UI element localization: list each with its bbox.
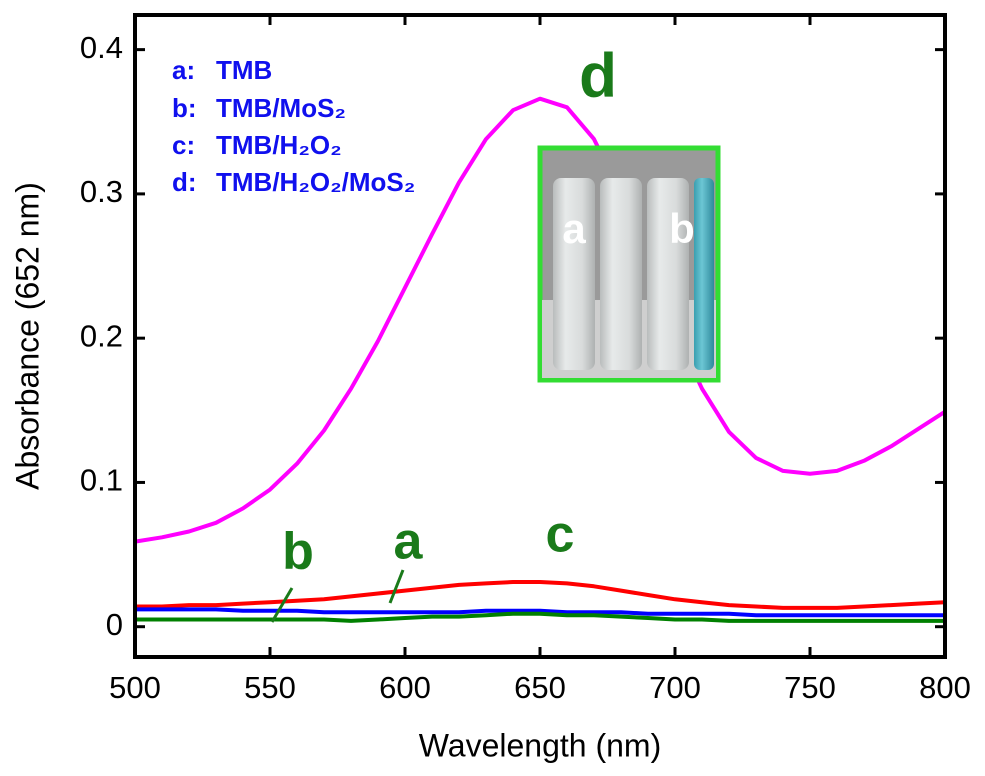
y-tick-label: 0.2 bbox=[80, 318, 123, 353]
x-tick-label: 500 bbox=[109, 670, 161, 705]
annotation: a bbox=[394, 513, 424, 571]
x-tick-label: 600 bbox=[379, 670, 431, 705]
inset-label: d bbox=[851, 205, 877, 252]
annotation: c bbox=[546, 506, 575, 564]
inset-label: a bbox=[562, 205, 586, 252]
y-tick-label: 0.4 bbox=[80, 30, 123, 65]
vial bbox=[694, 178, 714, 370]
legend-label: TMB bbox=[216, 55, 272, 85]
x-axis-title: Wavelength (nm) bbox=[419, 727, 661, 763]
annotation-arrow bbox=[388, 569, 405, 604]
x-tick-label: 650 bbox=[514, 670, 566, 705]
annotation: b bbox=[282, 523, 314, 581]
inset-label: c bbox=[760, 205, 783, 252]
inset-label: b bbox=[669, 205, 695, 252]
legend-label: TMB/H₂O₂/MoS₂ bbox=[216, 167, 415, 197]
data-line bbox=[135, 580, 946, 610]
inset-photo bbox=[537, 145, 721, 383]
legend-label: TMB/MoS₂ bbox=[216, 93, 346, 123]
vial bbox=[647, 178, 689, 370]
data-line bbox=[135, 611, 945, 623]
vial bbox=[553, 178, 595, 370]
x-tick-label: 750 bbox=[784, 670, 836, 705]
y-tick-label: 0 bbox=[106, 607, 123, 642]
annotation-arrow bbox=[270, 587, 294, 623]
legend-key: a: bbox=[172, 55, 195, 85]
annotation: d bbox=[579, 41, 617, 110]
vial bbox=[600, 178, 642, 370]
legend-key: b: bbox=[172, 93, 197, 123]
x-tick-label: 550 bbox=[244, 670, 296, 705]
data-line bbox=[134, 96, 947, 544]
y-tick-label: 0.3 bbox=[80, 174, 123, 209]
y-axis-title: Absorbance (652 nm) bbox=[9, 182, 45, 490]
legend-key: c: bbox=[172, 130, 195, 160]
x-tick-label: 800 bbox=[919, 670, 971, 705]
data-line bbox=[135, 607, 945, 618]
x-tick-label: 700 bbox=[649, 670, 701, 705]
legend-label: TMB/H₂O₂ bbox=[216, 130, 342, 160]
y-tick-label: 0.1 bbox=[80, 463, 123, 498]
legend-key: d: bbox=[172, 167, 197, 197]
